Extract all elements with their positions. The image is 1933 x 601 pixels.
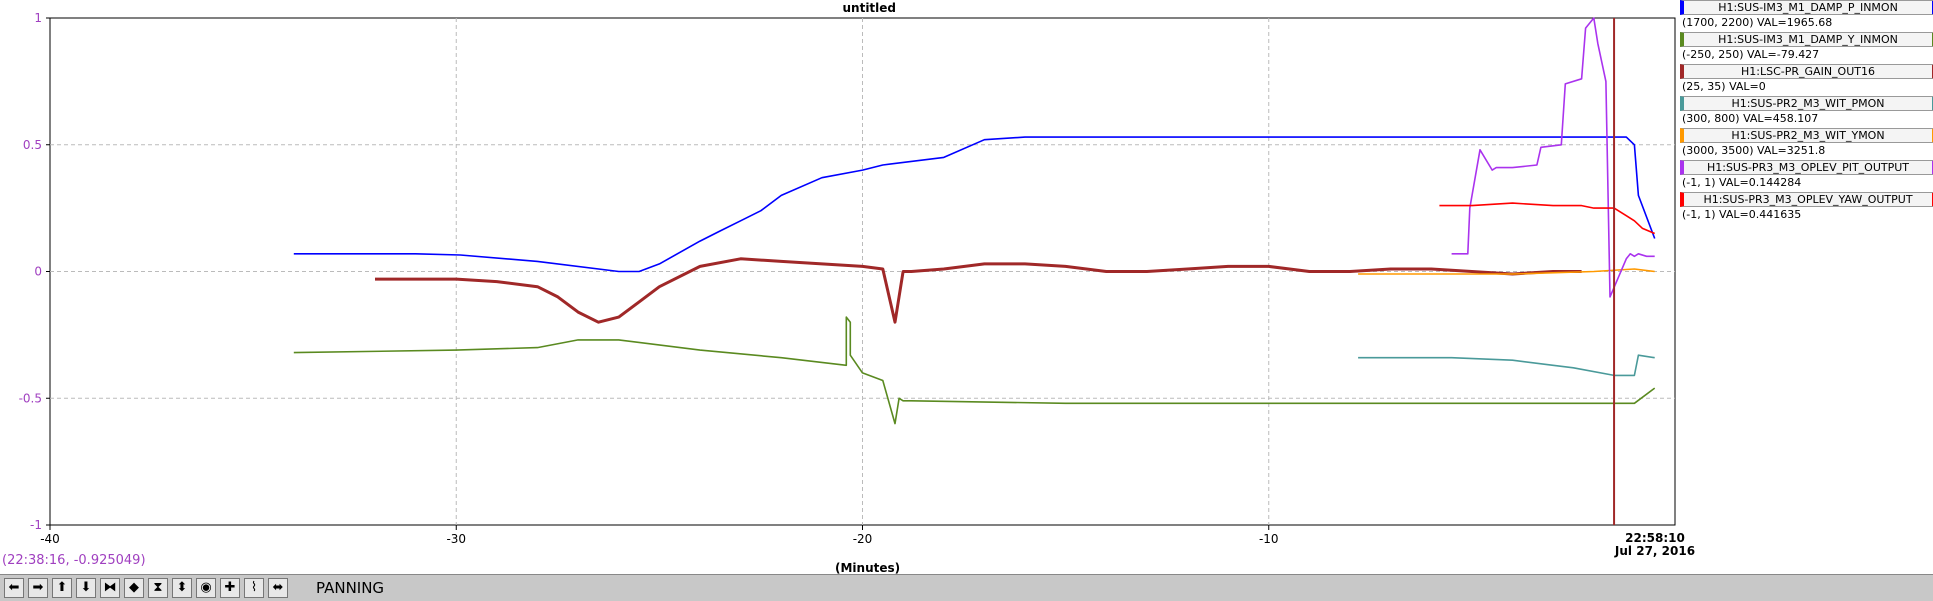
legend-item[interactable]: H1:SUS-PR2_M3_WIT_PMON (300, 800) VAL=458… (1678, 96, 1933, 128)
toolbar: PANNING ⬅ ➡ ⬆ ⬇ ⧓ ◆ ⧗ ⬍ ◉ ✚ ⌇ ⬌ (0, 574, 1933, 601)
legend-channel-name: H1:SUS-PR3_M3_OPLEV_YAW_OUTPUT (1680, 192, 1933, 207)
legend-item[interactable]: H1:SUS-PR3_M3_OPLEV_YAW_OUTPUT (-1, 1) VA… (1678, 192, 1933, 224)
chart-title: untitled (843, 1, 897, 15)
pan-down-button[interactable]: ⬇ (76, 578, 96, 598)
zoom-x-out-button[interactable]: ◆ (124, 578, 144, 598)
y-tick-label: -1 (30, 518, 42, 532)
pan-left-button[interactable]: ⬅ (4, 578, 24, 598)
zoom-y-in-button[interactable]: ⧗ (148, 578, 168, 598)
legend-channel-value: (300, 800) VAL=458.107 (1682, 112, 1819, 125)
legend-item[interactable]: H1:SUS-PR3_M3_OPLEV_PIT_OUTPUT (-1, 1) VA… (1678, 160, 1933, 192)
chart-canvas[interactable]: untitled -1 -0.5 0 0.5 1 -40 -30 -20 -10 22:58:10J… (0, 0, 1933, 574)
legend-channel-value: (-1, 1) VAL=0.441635 (1682, 208, 1802, 221)
mode-label: PANNING (316, 579, 385, 597)
x-end-time-label: 22:58:10 (1625, 531, 1685, 545)
autoscale-button[interactable]: ⌇ (244, 578, 264, 598)
legend-channel-name: H1:SUS-PR2_M3_WIT_YMON (1680, 128, 1933, 143)
legend-item[interactable]: H1:LSC-PR_GAIN_OUT16 (25, 35) VAL=0 (1678, 64, 1933, 96)
series-line-4 (1358, 354, 1655, 377)
pan-mode-button[interactable]: ⬌ (268, 578, 288, 598)
legend-channel-name: H1:SUS-PR2_M3_WIT_PMON (1680, 96, 1933, 111)
y-tick-label: 0 (34, 265, 42, 279)
legend-channel-value: (1700, 2200) VAL=1965.68 (1682, 16, 1833, 29)
cursor-readout: (22:38:16, -0.925049) (2, 553, 146, 568)
zoom-x-in-button[interactable]: ⧓ (100, 578, 120, 598)
series-line-7 (1439, 202, 1656, 235)
legend-item[interactable]: H1:SUS-PR2_M3_WIT_YMON (3000, 3500) VAL=3… (1678, 128, 1933, 160)
x-tick-label: -40 (40, 532, 60, 546)
pan-right-button[interactable]: ➡ (28, 578, 48, 598)
legend-channel-name: H1:LSC-PR_GAIN_OUT16 (1680, 64, 1933, 79)
x-axis-label: (Minutes) (835, 561, 901, 575)
y-tick-label: 0.5 (23, 138, 42, 152)
x-end-date-label: Jul 27, 2016 (1614, 544, 1695, 558)
legend-channel-value: (25, 35) VAL=0 (1682, 80, 1766, 93)
legend-channel-value: (-250, 250) VAL=-79.427 (1682, 48, 1820, 61)
legend-item[interactable]: H1:SUS-IM3_M1_DAMP_Y_INMON (-250, 250) VA… (1678, 32, 1933, 64)
y-tick-label: -0.5 (19, 391, 42, 405)
series-line-6 (1451, 17, 1655, 298)
legend-channel-value: (3000, 3500) VAL=3251.8 (1682, 144, 1826, 157)
legend: H1:SUS-IM3_M1_DAMP_P_INMON (1700, 2200) V… (1678, 0, 1933, 224)
crosshair-button[interactable]: ✚ (220, 578, 240, 598)
series-line-2 (293, 316, 1656, 425)
legend-channel-name: H1:SUS-PR3_M3_OPLEV_PIT_OUTPUT (1680, 160, 1933, 175)
legend-item[interactable]: H1:SUS-IM3_M1_DAMP_P_INMON (1700, 2200) V… (1678, 0, 1933, 32)
legend-channel-name: H1:SUS-IM3_M1_DAMP_Y_INMON (1680, 32, 1933, 47)
x-tick-label: -20 (853, 532, 873, 546)
zoom-y-out-button[interactable]: ⬍ (172, 578, 192, 598)
pan-up-button[interactable]: ⬆ (52, 578, 72, 598)
record-button[interactable]: ◉ (196, 578, 216, 598)
x-tick-label: -30 (446, 532, 466, 546)
y-tick-label: 1 (34, 11, 42, 25)
legend-channel-value: (-1, 1) VAL=0.144284 (1682, 176, 1802, 189)
x-tick-label: -10 (1259, 532, 1279, 546)
series-line-3 (375, 257, 1582, 324)
series-line-1 (293, 136, 1656, 273)
legend-channel-name: H1:SUS-IM3_M1_DAMP_P_INMON (1680, 0, 1933, 15)
series-line-5 (1358, 268, 1655, 275)
